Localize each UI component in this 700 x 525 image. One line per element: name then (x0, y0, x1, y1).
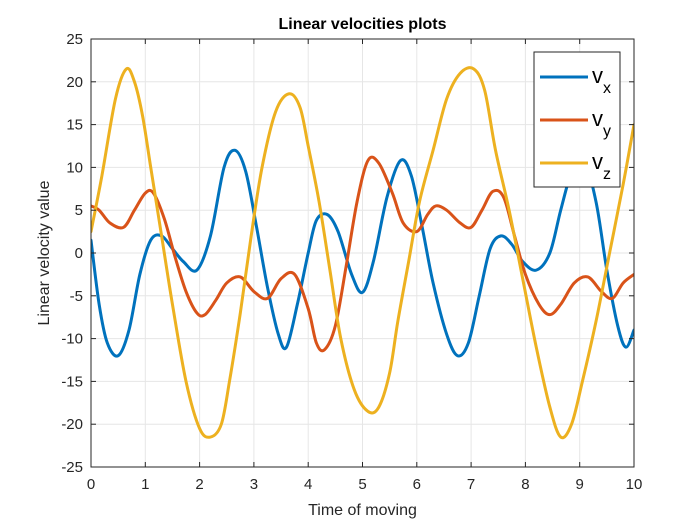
y-tick-label: 20 (66, 74, 83, 91)
series-line-vz (91, 66, 634, 440)
legend: vx vy vz (533, 51, 621, 188)
x-tick-label: 1 (141, 476, 149, 493)
y-tick-label: -10 (61, 331, 83, 348)
ticks: 0 1 2 3 4 5 6 7 8 9 10 -25 -20 -15 -10 -5 0 5 10 15 20 25 (61, 31, 642, 493)
y-tick-label: 0 (75, 245, 83, 262)
y-tick-label: -5 (70, 288, 83, 305)
x-tick-label: 10 (626, 476, 643, 493)
legend-label: vy (592, 106, 611, 140)
x-tick-label: 7 (467, 476, 475, 493)
x-tick-label: 0 (87, 476, 95, 493)
series-lines (91, 66, 634, 440)
y-tick-label: 15 (66, 117, 83, 134)
y-tick-label: -20 (61, 416, 83, 433)
x-tick-label: 2 (195, 476, 203, 493)
y-tick-label: 5 (75, 202, 83, 219)
x-tick-label: 3 (250, 476, 258, 493)
x-tick-label: 6 (413, 476, 421, 493)
y-tick-label: 10 (66, 159, 83, 176)
series-line-vy (91, 155, 634, 353)
x-tick-label: 5 (358, 476, 366, 493)
x-tick-label: 8 (521, 476, 529, 493)
legend-label: vz (592, 149, 611, 183)
x-tick-label: 4 (304, 476, 312, 493)
x-axis-title: Time of moving (308, 502, 417, 519)
chart-title: Linear velocities plots (278, 16, 446, 33)
y-tick-label: 25 (66, 31, 83, 48)
y-axis-title: Linear velocity value (36, 180, 53, 325)
x-tick-label: 9 (576, 476, 584, 493)
y-tick-label: -15 (61, 373, 83, 390)
legend-label: vx (592, 63, 611, 97)
y-tick-label: -25 (61, 459, 83, 476)
